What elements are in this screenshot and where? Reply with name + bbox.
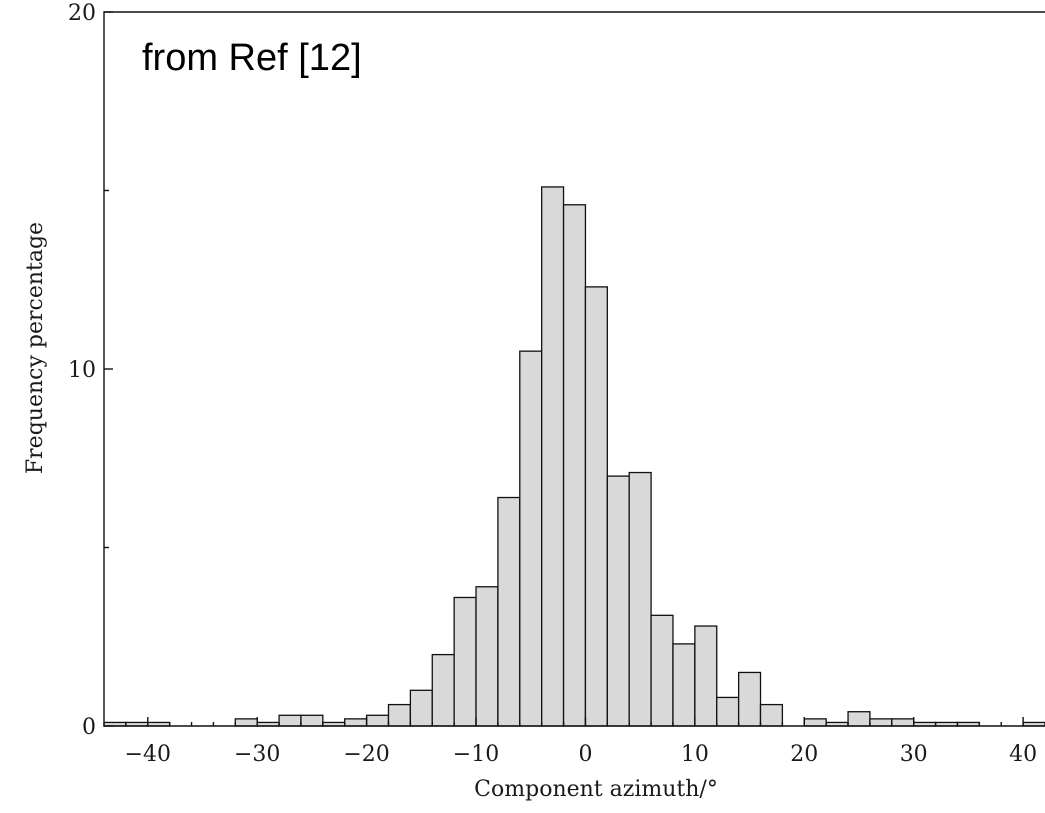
- x-axis-title: Component azimuth/°: [474, 777, 718, 802]
- ticks-layer: −40 −30 −20 −10 0 10 20 30 40 0 10 20: [68, 1, 1037, 767]
- bars-layer: [103, 186, 1045, 727]
- histogram-bar: [431, 653, 455, 727]
- histogram-bar: [278, 714, 302, 727]
- y-tick-label: 10: [68, 358, 96, 383]
- x-tick-label: −20: [343, 742, 389, 767]
- histogram-bar: [519, 350, 543, 727]
- histogram-bar: [759, 703, 784, 727]
- histogram-bar: [584, 286, 608, 727]
- histogram-bar: [453, 596, 477, 727]
- y-tick-label: 0: [82, 715, 96, 740]
- histogram-bar: [891, 718, 915, 727]
- histogram-bar: [672, 643, 696, 727]
- x-tick-label: 30: [900, 742, 928, 767]
- histogram-bar: [344, 718, 368, 727]
- histogram-bar: [409, 689, 433, 727]
- histogram-bar: [562, 204, 587, 727]
- histogram-bar: [475, 586, 499, 727]
- y-axis-title: Frequency percentage: [23, 222, 48, 474]
- histogram-bar: [365, 714, 390, 727]
- x-tick-label: −40: [125, 742, 171, 767]
- x-tick-label: 0: [578, 742, 592, 767]
- x-tick-label: −10: [453, 742, 499, 767]
- histogram-bar: [650, 614, 674, 727]
- histogram-bar: [737, 671, 762, 727]
- histogram-bar: [541, 186, 565, 727]
- x-tick-label: 10: [681, 742, 709, 767]
- y-tick-label: 20: [68, 1, 96, 26]
- histogram-bar: [234, 718, 258, 727]
- histogram-bar: [300, 714, 324, 727]
- histogram-bar: [606, 475, 630, 727]
- x-tick-label: 20: [790, 742, 818, 767]
- histogram-bar: [628, 471, 652, 727]
- histogram-bar: [847, 711, 871, 727]
- histogram-bar: [803, 718, 827, 727]
- x-tick-label: 40: [1009, 742, 1037, 767]
- histogram-bar: [869, 718, 893, 727]
- histogram-bar: [387, 703, 412, 727]
- histogram-bar: [497, 496, 521, 727]
- annotation-label: from Ref [12]: [142, 37, 362, 79]
- x-tick-label: −30: [234, 742, 280, 767]
- histogram-bar: [694, 625, 718, 727]
- histogram-bar: [716, 696, 740, 727]
